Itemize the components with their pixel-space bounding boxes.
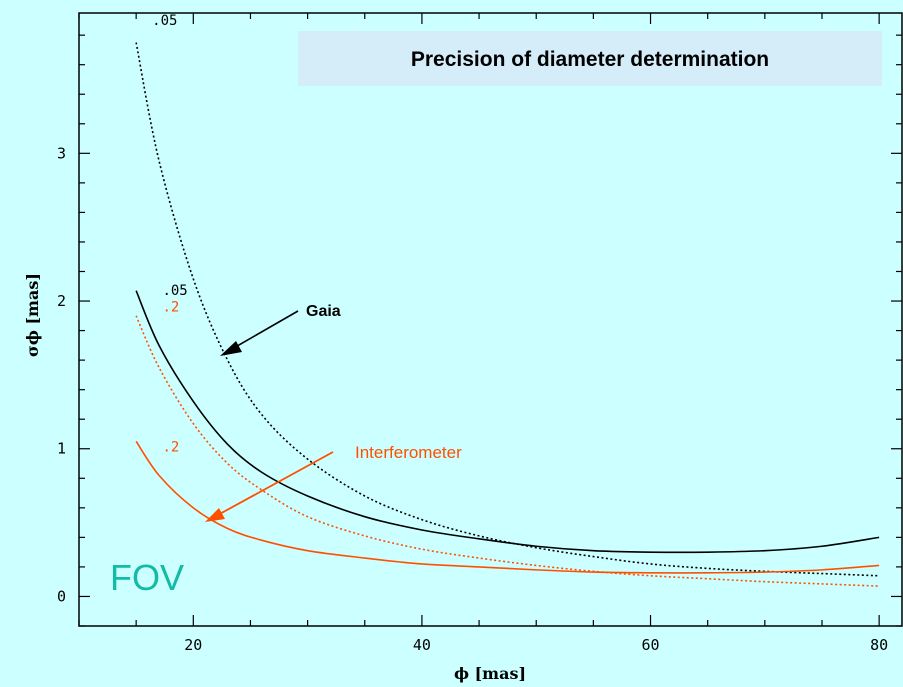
y-tick-label: 1 <box>57 440 66 458</box>
series-line-2 <box>135 315 880 587</box>
series-line-1 <box>135 290 880 554</box>
interferometer-arrow-head <box>205 508 225 522</box>
gaia-arrow-head <box>220 341 242 356</box>
interferometer-arrow-line <box>215 451 334 517</box>
x-tick-label: 60 <box>641 636 659 654</box>
curve-label: .05 <box>152 13 177 29</box>
tick-labels: 20 40 60 80 0 1 2 3 <box>57 144 888 654</box>
axis-ticks <box>78 13 902 627</box>
y-tick-label: 0 <box>57 587 66 605</box>
plot-frame <box>78 12 903 627</box>
interferometer-label: Interferometer <box>355 443 462 462</box>
curve-label: .2 <box>162 440 179 456</box>
series-group <box>135 42 880 587</box>
fov-label: FOV <box>110 557 184 598</box>
y-tick-label: 2 <box>57 292 66 310</box>
x-tick-label: 40 <box>413 636 431 654</box>
gaia-label: Gaia <box>306 303 341 320</box>
y-tick-label: 3 <box>57 144 66 162</box>
x-tick-label: 80 <box>870 636 888 654</box>
x-tick-label: 20 <box>184 636 202 654</box>
x-axis-title: ϕ [mas] <box>454 664 526 683</box>
curve-labels: .05.05.2.2 <box>152 13 188 456</box>
y-axis-title: σϕ [mas] <box>23 273 42 357</box>
gaia-arrow-line <box>231 310 299 350</box>
series-line-0 <box>135 42 880 577</box>
title-box <box>298 31 882 86</box>
curve-label: .05 <box>162 283 187 299</box>
series-line-3 <box>135 440 880 574</box>
chart-title: Precision of diameter determination <box>411 48 769 71</box>
curve-label: .2 <box>162 299 179 315</box>
